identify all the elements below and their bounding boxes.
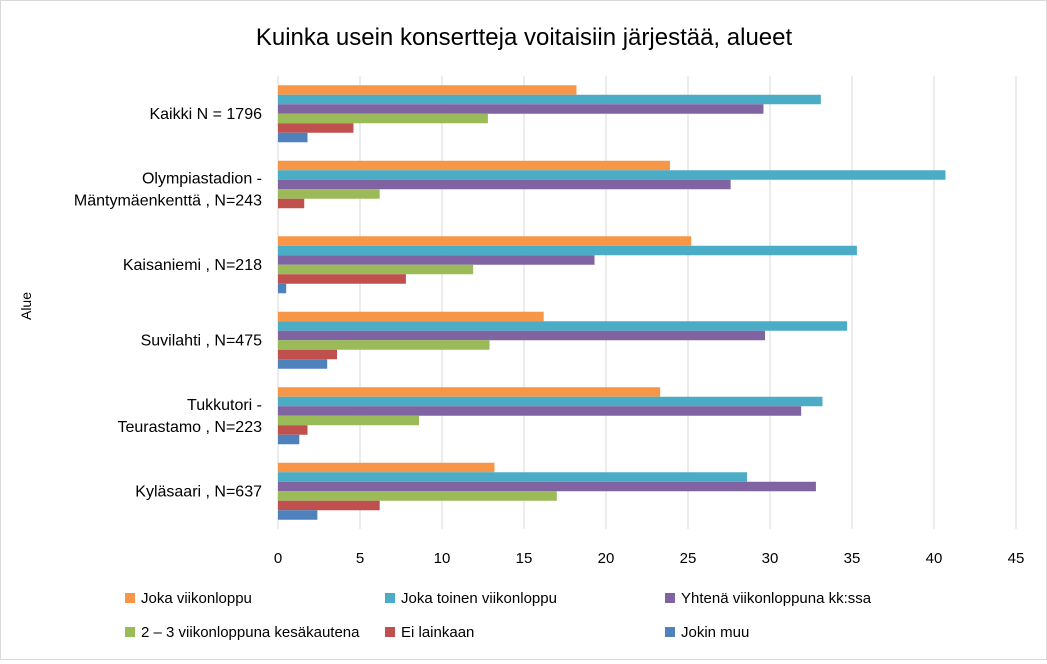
category-label: Teurastamo , N=223 xyxy=(117,419,262,436)
bar xyxy=(278,283,287,294)
bar xyxy=(278,340,490,350)
category-labels: Kaikki N = 1796 Olympiastadion - Mäntymäen… xyxy=(74,106,262,501)
bar xyxy=(278,349,338,360)
bar xyxy=(278,274,406,284)
bar xyxy=(278,415,420,426)
y-axis-label-group: Alue xyxy=(18,292,34,320)
category-label: Mäntymäenkenttä , N=243 xyxy=(74,192,262,209)
legend: Joka viikonloppu Joka toinen viikonloppu Y… xyxy=(125,590,872,641)
bar xyxy=(278,500,380,511)
legend-swatch xyxy=(125,593,135,603)
bar xyxy=(278,85,577,95)
legend-label: Joka toinen viikonloppu xyxy=(401,590,557,607)
category-label: Kaikki N = 1796 xyxy=(149,106,262,123)
bar xyxy=(278,255,595,265)
x-tick-label: 15 xyxy=(516,550,533,567)
bar xyxy=(278,198,305,209)
legend-swatch xyxy=(385,627,395,637)
bar xyxy=(278,170,946,180)
bar xyxy=(278,462,495,473)
legend-label: Yhtenä viikonloppuna kk:ssa xyxy=(681,590,872,607)
x-tick-labels: 0 5 10 15 20 25 30 35 40 45 xyxy=(274,550,1025,567)
bar xyxy=(278,104,764,114)
legend-label: Joka viikonloppu xyxy=(141,590,252,607)
bar xyxy=(278,321,848,331)
category-label: Suvilahti , N=475 xyxy=(141,332,263,349)
bar xyxy=(278,179,731,190)
bar xyxy=(278,330,766,341)
y-axis-label: Alue xyxy=(18,292,34,320)
bar xyxy=(278,311,544,322)
legend-label: Ei lainkaan xyxy=(401,624,474,641)
legend-swatch xyxy=(385,593,395,603)
bar xyxy=(278,113,488,124)
bar xyxy=(278,264,474,275)
category-label: Kyläsaari , N=637 xyxy=(135,483,262,500)
bar xyxy=(278,160,670,171)
x-tick-label: 25 xyxy=(680,550,697,567)
chart-title: Kuinka usein konsertteja voitaisiin järj… xyxy=(256,24,793,51)
bar xyxy=(278,132,308,143)
bar xyxy=(278,396,823,407)
bar xyxy=(278,236,692,246)
bar xyxy=(278,434,300,445)
bars xyxy=(278,85,946,520)
bar xyxy=(278,189,380,199)
category-label: Kaisaniemi , N=218 xyxy=(123,257,262,274)
bar xyxy=(278,94,821,105)
legend-swatch xyxy=(665,627,675,637)
bar xyxy=(278,481,816,492)
legend-label: Jokin muu xyxy=(681,624,749,641)
gridlines xyxy=(277,76,1017,529)
legend-swatch xyxy=(665,593,675,603)
legend-swatch xyxy=(125,627,135,637)
bar xyxy=(278,491,557,501)
x-tick-label: 5 xyxy=(356,550,364,567)
x-tick-label: 0 xyxy=(274,550,282,567)
bar xyxy=(278,510,318,520)
x-tick-label: 45 xyxy=(1008,550,1025,567)
bar xyxy=(278,359,328,369)
bar xyxy=(278,425,308,435)
legend-label: 2 – 3 viikonloppuna kesäkautena xyxy=(141,624,360,641)
bar xyxy=(278,406,802,416)
bar xyxy=(278,387,661,397)
x-tick-label: 40 xyxy=(926,550,943,567)
x-tick-label: 20 xyxy=(598,550,615,567)
x-tick-label: 30 xyxy=(762,550,779,567)
category-label: Tukkutori - xyxy=(187,397,262,414)
x-tick-label: 35 xyxy=(844,550,861,567)
x-tick-label: 10 xyxy=(434,550,451,567)
bar xyxy=(278,245,857,256)
bar xyxy=(278,123,354,133)
category-label: Olympiastadion - xyxy=(142,170,262,187)
bar xyxy=(278,472,748,482)
